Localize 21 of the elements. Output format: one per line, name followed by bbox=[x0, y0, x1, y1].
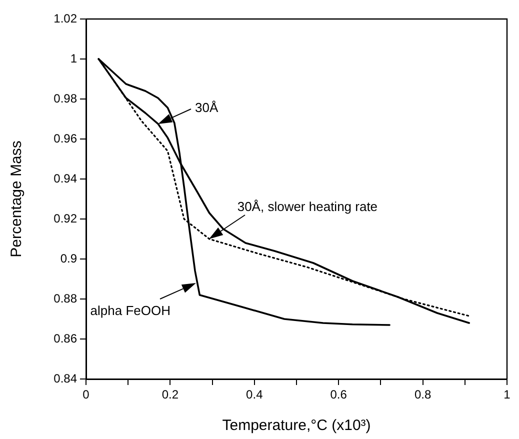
annotation: alpha FeOOH bbox=[90, 303, 170, 318]
y-tick-label: 1.02 bbox=[54, 11, 78, 26]
x-tick-label: 0.4 bbox=[246, 388, 264, 402]
x-tick-label: 0.6 bbox=[330, 388, 348, 402]
y-tick-label: 0.86 bbox=[54, 331, 78, 346]
y-tick-label: 0.9 bbox=[60, 251, 78, 266]
y-tick-label: 1 bbox=[70, 51, 78, 66]
y-tick-label: 0.92 bbox=[54, 211, 78, 226]
y-tick-label: 0.84 bbox=[54, 371, 78, 386]
x-tick-label: 0.2 bbox=[162, 388, 179, 402]
annotation: 30Å, slower heating rate bbox=[237, 199, 378, 214]
y-tick-label: 0.94 bbox=[54, 171, 78, 186]
annotation: 30Å bbox=[194, 100, 218, 115]
x-axis-title: Temperature,°C (x10³) bbox=[222, 417, 371, 434]
y-tick-label: 0.88 bbox=[54, 291, 78, 306]
x-tick-label: 0.8 bbox=[414, 388, 432, 402]
y-tick-label: 0.98 bbox=[54, 91, 78, 106]
y-tick-label: 0.96 bbox=[54, 131, 78, 146]
x-tick-label: 1 bbox=[504, 388, 511, 402]
y-axis-title: Percentage Mass bbox=[8, 140, 26, 258]
x-tick-label: 0 bbox=[82, 388, 90, 402]
